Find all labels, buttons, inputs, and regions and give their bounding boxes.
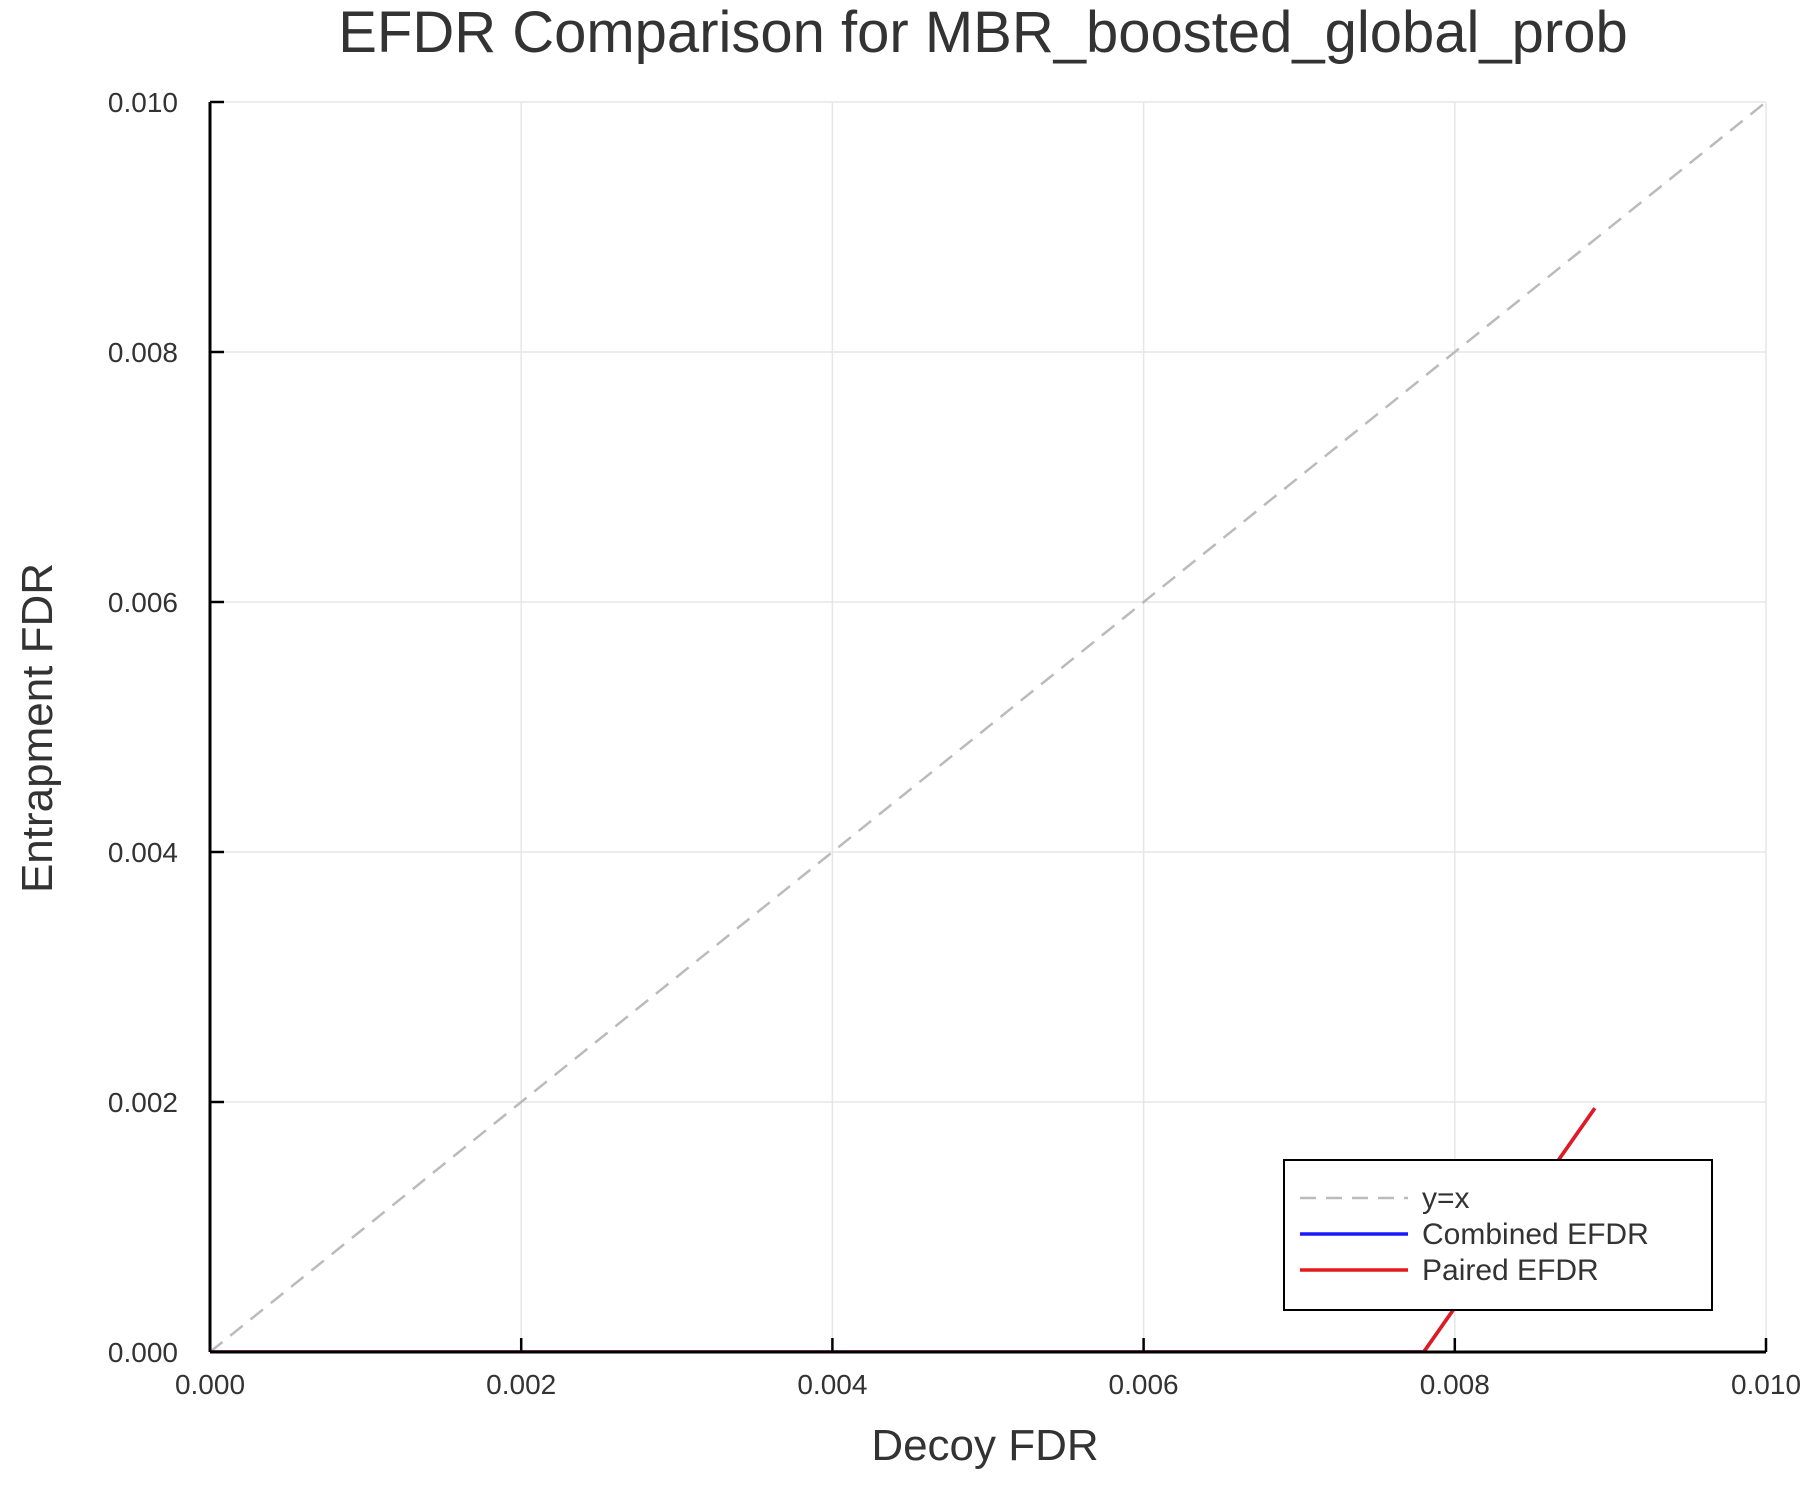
x-axis-ticks: 0.000 0.002 0.004 0.006 0.008 0.010 (175, 1338, 1800, 1400)
y-axis-label: Entrapment FDR (13, 563, 62, 893)
series-line-y-x (210, 102, 1766, 1352)
axes (208, 102, 1766, 1354)
x-tick-label: 0.008 (1420, 1369, 1490, 1400)
y-tick-label: 0.010 (108, 87, 178, 118)
x-tick-label: 0.000 (175, 1369, 245, 1400)
legend-entry-label: Combined EFDR (1422, 1218, 1649, 1251)
x-axis-label: Decoy FDR (871, 1421, 1098, 1470)
y-tick-label: 0.000 (108, 1337, 178, 1368)
x-tick-label: 0.010 (1731, 1369, 1800, 1400)
chart-title: EFDR Comparison for MBR_boosted_global_p… (338, 0, 1628, 65)
x-tick-label: 0.006 (1109, 1369, 1179, 1400)
x-tick-label: 0.004 (797, 1369, 867, 1400)
y-tick-label: 0.006 (108, 587, 178, 618)
y-tick-label: 0.004 (108, 837, 178, 868)
x-tick-label: 0.002 (486, 1369, 556, 1400)
legend-entry-label: y=x (1422, 1182, 1470, 1215)
y-tick-label: 0.002 (108, 1087, 178, 1118)
y-tick-label: 0.008 (108, 337, 178, 368)
y-axis-ticks: 0.000 0.002 0.004 0.006 0.008 0.010 (108, 87, 224, 1368)
legend-entry-label: Paired EFDR (1422, 1254, 1599, 1287)
